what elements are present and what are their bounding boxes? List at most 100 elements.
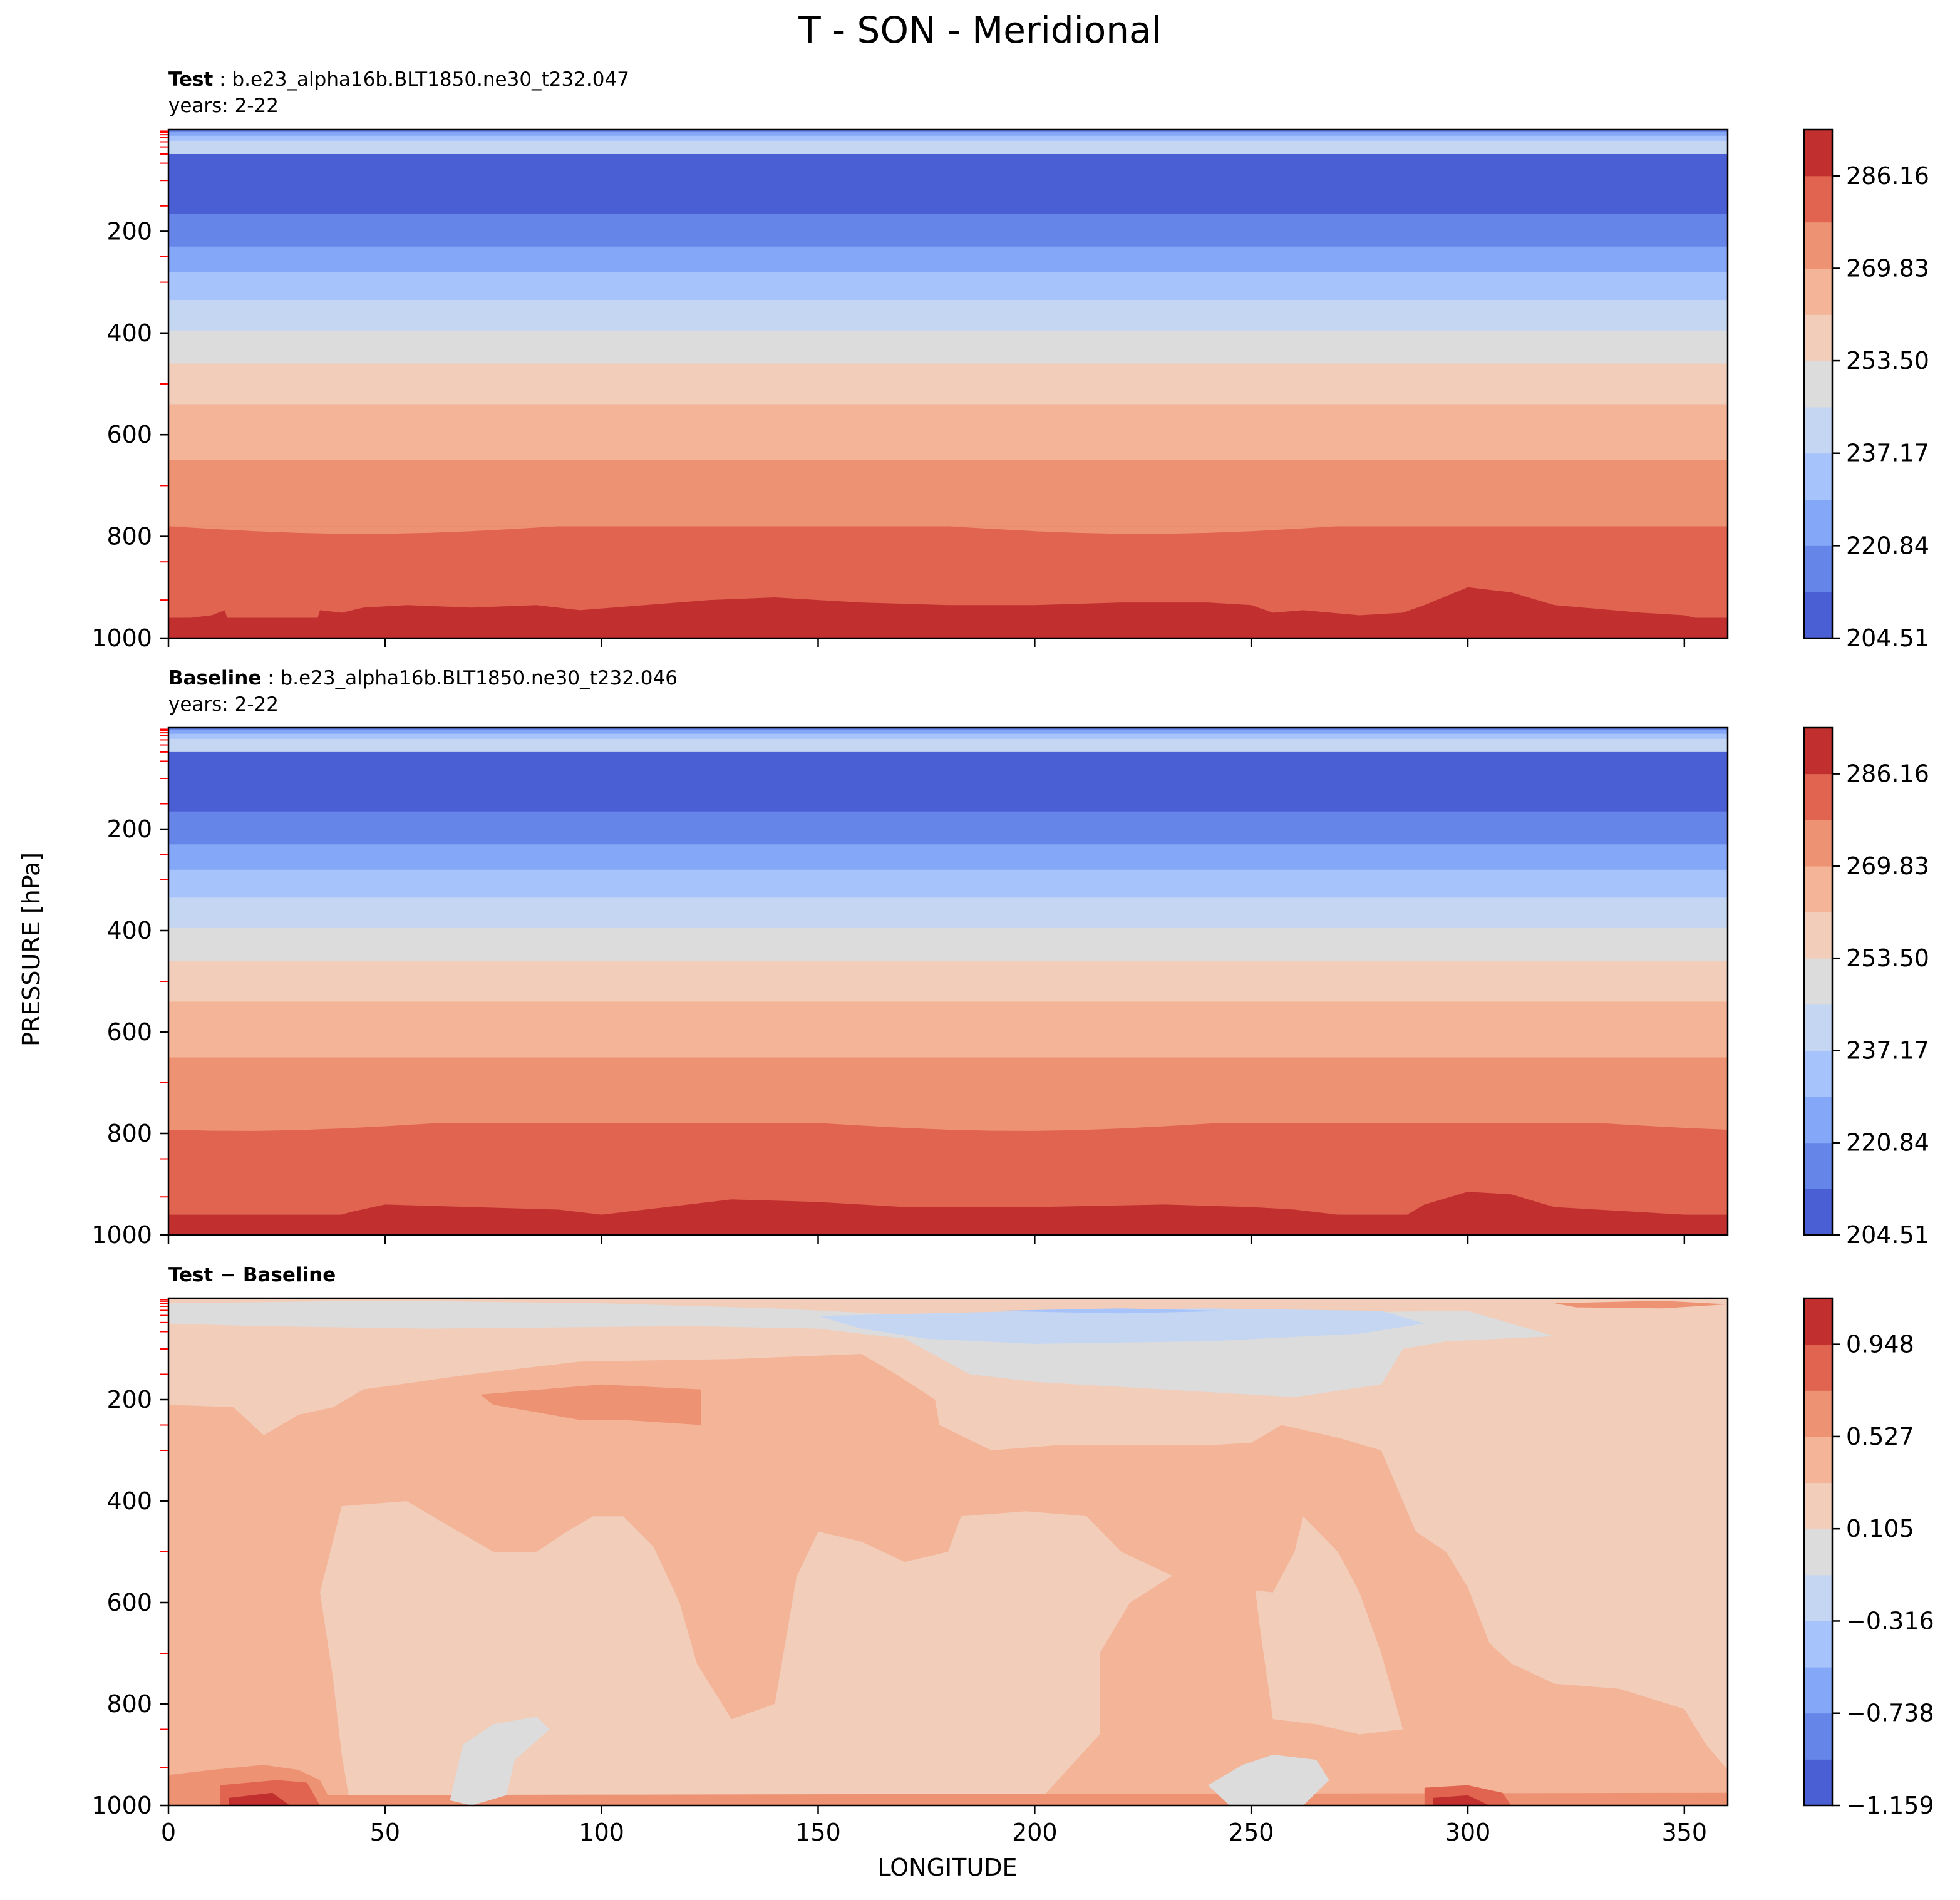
contour-band xyxy=(168,460,1728,527)
colorbar-segment xyxy=(1804,1574,1832,1621)
contour-band xyxy=(168,738,1728,753)
colorbar-segment xyxy=(1804,1298,1832,1345)
contour-band xyxy=(168,132,1728,137)
baseline-panel-title: Baseline : b.e23_alpha16b.BLT1850.ne30_t… xyxy=(168,667,678,716)
colorbar-frame xyxy=(1803,726,1834,1236)
x-tick-label: 200 xyxy=(1012,1819,1058,1846)
colorbar-segment xyxy=(1804,1759,1832,1806)
contour-region xyxy=(1433,1795,1490,1805)
contour-band xyxy=(168,961,1728,1003)
y-tick-label: 1000 xyxy=(91,1221,152,1249)
colorbar-tick-label: 237.17 xyxy=(1846,1036,1929,1064)
colorbar-segment xyxy=(1804,453,1832,500)
contour-band-edge xyxy=(168,1115,1728,1131)
y-tick-label: 200 xyxy=(106,217,152,245)
contour-field xyxy=(168,130,1728,638)
colorbar-segment xyxy=(1804,1529,1832,1576)
test-label: Test xyxy=(168,68,214,91)
colorbar-tick-label: −1.159 xyxy=(1846,1792,1934,1819)
colorbar-tick-label: 269.83 xyxy=(1846,852,1929,880)
contour-band xyxy=(168,213,1728,247)
colorbar-segment xyxy=(1804,820,1832,867)
y-tick-label: 600 xyxy=(106,1018,152,1046)
colorbar-segment xyxy=(1804,865,1832,913)
y-tick-label: 1000 xyxy=(91,1792,152,1819)
x-tick-label: 350 xyxy=(1662,1819,1708,1846)
contour-band xyxy=(168,363,1728,405)
contour-band xyxy=(168,272,1728,301)
y-tick-label: 600 xyxy=(106,1589,152,1616)
contour-region xyxy=(168,1792,1728,1805)
contour-band xyxy=(168,330,1728,364)
contour-band xyxy=(168,811,1728,845)
colorbar-segment xyxy=(1804,1050,1832,1097)
colorbar-tick-label: 0.105 xyxy=(1846,1515,1914,1542)
contour-band xyxy=(168,300,1728,331)
y-tick-label: 600 xyxy=(106,421,152,448)
baseline-years: years: 2-22 xyxy=(168,693,279,716)
colorbar-segment xyxy=(1804,773,1832,820)
colorbar-tick-label: 253.50 xyxy=(1846,347,1929,374)
contour-band xyxy=(168,246,1728,273)
colorbar-tick-label: 220.84 xyxy=(1846,532,1929,559)
contour-band xyxy=(168,897,1728,929)
x-tick-label: 0 xyxy=(161,1819,176,1846)
colorbar-segment xyxy=(1804,1189,1832,1236)
y-tick-label: 200 xyxy=(106,815,152,843)
y-tick-label: 1000 xyxy=(91,624,152,652)
colorbar-segment xyxy=(1804,728,1832,775)
x-tick-label: 50 xyxy=(370,1819,400,1846)
x-tick-label: 250 xyxy=(1229,1819,1274,1846)
contour-band xyxy=(168,733,1728,740)
colorbar-segment xyxy=(1804,268,1832,315)
contour-field xyxy=(168,728,1728,1235)
x-axis-label: LONGITUDE xyxy=(877,1854,1018,1881)
colorbar-segment xyxy=(1804,1482,1832,1529)
contour-band xyxy=(168,140,1728,155)
test-panel: 200 400 600 800 1000 286.16 269.83 253.50 237.17… xyxy=(91,128,1929,652)
contour-region xyxy=(1554,1301,1728,1309)
contour-band xyxy=(168,130,1728,133)
contour-region xyxy=(991,1308,1230,1314)
colorbar-segment xyxy=(1804,912,1832,959)
surface-warm-region xyxy=(168,1192,1728,1235)
colorbar-tick-label: 204.51 xyxy=(1846,624,1929,652)
baseline-case-name: b.e23_alpha16b.BLT1850.ne30_t232.046 xyxy=(280,667,678,689)
contour-region xyxy=(818,1308,1425,1344)
contour-band xyxy=(168,1001,1728,1058)
contour-band xyxy=(168,728,1728,731)
colorbar-tick-label: 237.17 xyxy=(1846,440,1929,467)
colorbar-segment xyxy=(1804,499,1832,546)
figure-title: T - SON - Meridional xyxy=(798,9,1162,51)
y-tick-label: 400 xyxy=(106,917,152,944)
colorbar-segment xyxy=(1804,1667,1832,1714)
colorbar-segment xyxy=(1804,1004,1832,1051)
difference-panel-title: Test − Baseline xyxy=(168,1262,336,1288)
difference-panel: 200 400 600 800 1000 0 50 100 150 200 250 300 350 0.9… xyxy=(91,1297,1934,1846)
colorbar-segment xyxy=(1804,406,1832,454)
surface-warm-region xyxy=(168,587,1728,638)
colorbar-segment xyxy=(1804,958,1832,1005)
y-axis-label: PRESSURE [hPa] xyxy=(18,852,45,1047)
colorbar-segment xyxy=(1804,314,1832,361)
y-tick-label: 200 xyxy=(106,1386,152,1413)
colorbar-tick-label: 286.16 xyxy=(1846,162,1929,190)
test-years: years: 2-22 xyxy=(168,95,279,117)
colorbar-tick-label: 253.50 xyxy=(1846,944,1929,972)
contour-region xyxy=(1208,1755,1329,1805)
colorbar-tick-label: 286.16 xyxy=(1846,760,1929,788)
test-case-name: b.e23_alpha16b.BLT1850.ne30_t232.047 xyxy=(232,68,629,91)
contour-band xyxy=(168,751,1728,812)
colorbar-tick-label: −0.738 xyxy=(1846,1700,1934,1727)
x-tick-label: 100 xyxy=(579,1819,624,1846)
colorbar-segment xyxy=(1804,1344,1832,1391)
colorbar-segment xyxy=(1804,222,1832,269)
colorbar-segment xyxy=(1804,1142,1832,1189)
contour-field xyxy=(168,1298,1728,1805)
contour-band xyxy=(168,844,1728,870)
colorbar-tick-label: 0.948 xyxy=(1846,1331,1914,1358)
contour-region xyxy=(450,1717,550,1805)
colorbar-tick-label: 220.84 xyxy=(1846,1129,1929,1157)
colorbar-segment xyxy=(1804,1436,1832,1484)
colorbar-segment xyxy=(1804,1621,1832,1668)
